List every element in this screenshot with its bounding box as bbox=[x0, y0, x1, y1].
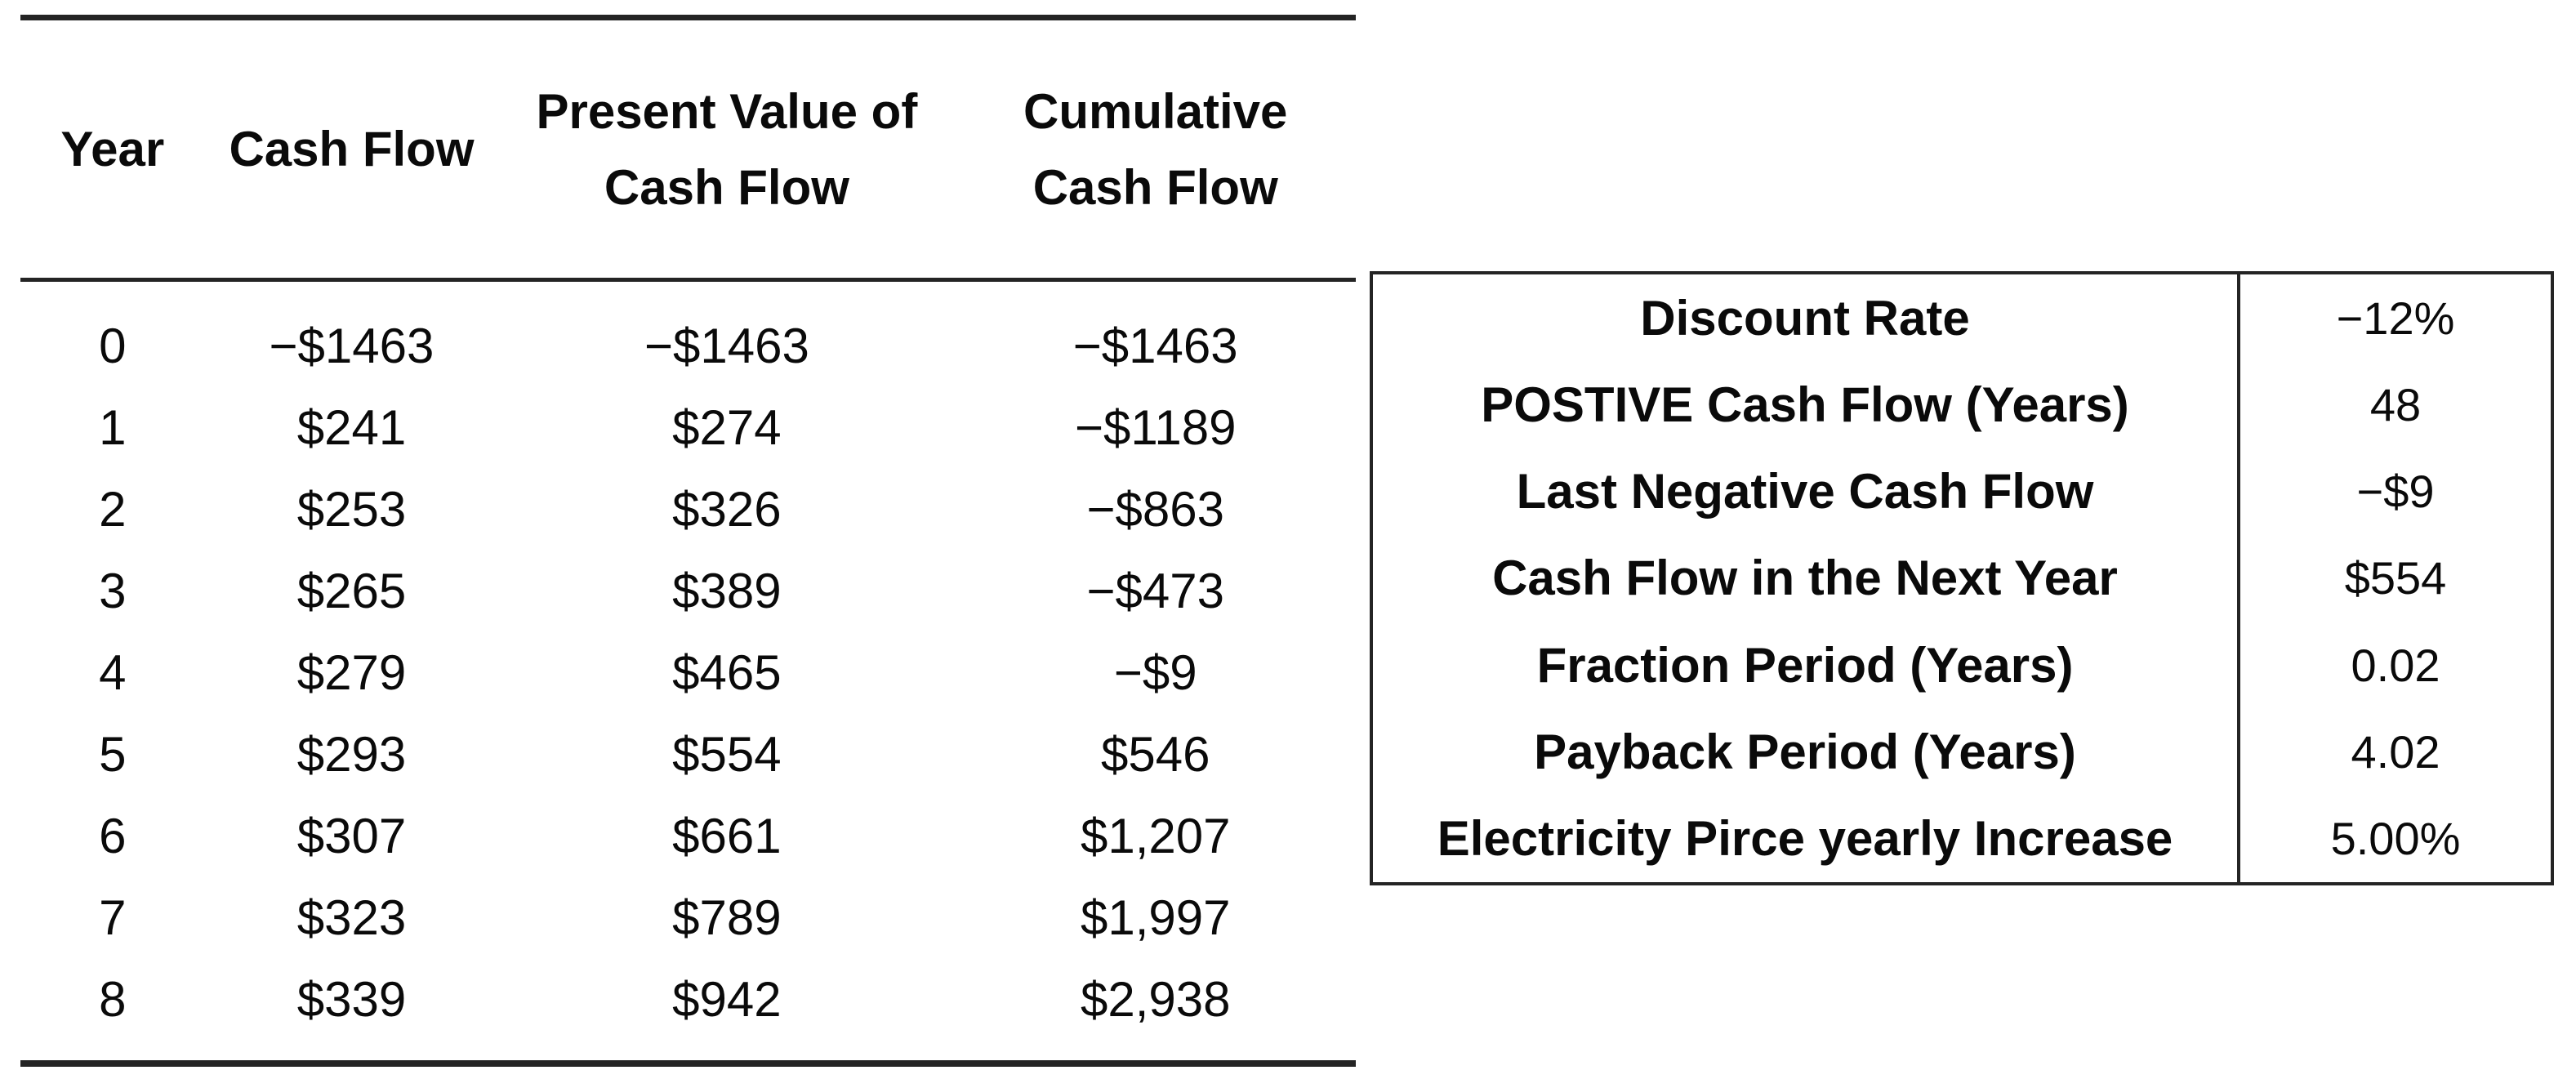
cashflow-table-row: 2 $253 $326 −$863 bbox=[20, 468, 1356, 550]
summary-label: Last Negative Cash Flow bbox=[1516, 464, 2094, 519]
cashflow-table-row: 1 $241 $274 −$1189 bbox=[20, 386, 1356, 468]
cashflow-cell: $546 bbox=[1100, 726, 1210, 782]
cashflow-cell: $789 bbox=[672, 890, 782, 945]
cashflow-cell: −$1463 bbox=[1072, 318, 1238, 373]
cashflow-cell: 3 bbox=[99, 563, 127, 618]
cashflow-cell: $465 bbox=[672, 644, 782, 700]
summary-value: 0.02 bbox=[2237, 622, 2551, 709]
summary-label: Electricity Pirce yearly Increase bbox=[1437, 811, 2173, 867]
cashflow-cell: 2 bbox=[99, 481, 127, 537]
summary-row: Discount Rate −12% bbox=[1373, 274, 2551, 362]
summary-row: Fraction Period (Years) 0.02 bbox=[1373, 622, 2551, 709]
cashflow-table-row: 7 $323 $789 $1,997 bbox=[20, 876, 1356, 958]
cashflow-cell: 6 bbox=[99, 808, 127, 863]
cashflow-cell: $1,997 bbox=[1080, 890, 1231, 945]
cashflow-cell: $265 bbox=[296, 563, 407, 618]
cashflow-cell: $661 bbox=[672, 808, 782, 863]
summary-row: Payback Period (Years) 4.02 bbox=[1373, 708, 2551, 796]
cashflow-cell: $554 bbox=[672, 726, 782, 782]
summary-value: $554 bbox=[2237, 534, 2551, 622]
summary-row: Cash Flow in the Next Year $554 bbox=[1373, 534, 2551, 622]
summary-value: −$9 bbox=[2237, 448, 2551, 535]
cashflow-cell: −$863 bbox=[1086, 481, 1224, 537]
cashflow-cell: $2,938 bbox=[1080, 971, 1231, 1027]
summary-row: Electricity Pirce yearly Increase 5.00% bbox=[1373, 795, 2551, 882]
cashflow-cell: $274 bbox=[672, 399, 782, 455]
summary-row: Last Negative Cash Flow −$9 bbox=[1373, 448, 2551, 535]
cashflow-table-row: 8 $339 $942 $2,938 bbox=[20, 958, 1356, 1040]
cashflow-cell: 8 bbox=[99, 971, 127, 1027]
cashflow-cell: 7 bbox=[99, 890, 127, 945]
summary-value: 5.00% bbox=[2237, 795, 2551, 882]
cashflow-cell: −$1463 bbox=[644, 318, 809, 373]
cashflow-cell: $326 bbox=[672, 481, 782, 537]
cashflow-cell: $1,207 bbox=[1080, 808, 1231, 863]
cashflow-cell: $389 bbox=[672, 563, 782, 618]
cashflow-cell: 4 bbox=[99, 644, 127, 700]
summary-row: POSTIVE Cash Flow (Years) 48 bbox=[1373, 361, 2551, 448]
cashflow-cell: 5 bbox=[99, 726, 127, 782]
summary-label: POSTIVE Cash Flow (Years) bbox=[1481, 377, 2129, 432]
summary-value: 4.02 bbox=[2237, 708, 2551, 796]
summary-label: Payback Period (Years) bbox=[1534, 725, 2076, 780]
cashflow-cell: 1 bbox=[99, 399, 127, 455]
table-header-rule bbox=[20, 278, 1356, 282]
column-header-cash-flow: Cash Flow bbox=[229, 122, 475, 176]
cashflow-table-row: 4 $279 $465 −$9 bbox=[20, 631, 1356, 713]
cashflow-cell: $279 bbox=[296, 644, 407, 700]
table-top-rule bbox=[20, 15, 1356, 20]
summary-label: Discount Rate bbox=[1640, 290, 1970, 346]
cashflow-table-row: 5 $293 $554 $546 bbox=[20, 713, 1356, 795]
cashflow-table-row: 3 $265 $389 −$473 bbox=[20, 550, 1356, 631]
cashflow-table-header: Year Cash Flow Present Value of Cash Flo… bbox=[20, 20, 1356, 278]
cashflow-cell: $323 bbox=[296, 890, 407, 945]
cashflow-cell: $293 bbox=[296, 726, 407, 782]
column-header-cumulative: Cumulative Cash Flow bbox=[1023, 83, 1288, 215]
cashflow-cell: −$473 bbox=[1086, 563, 1224, 618]
cashflow-table-body: 0 −$1463 −$1463 −$1463 1 $241 $274 −$1189 2 $253 $… bbox=[20, 282, 1356, 1060]
summary-label: Cash Flow in the Next Year bbox=[1492, 551, 2118, 606]
cashflow-cell: $253 bbox=[296, 481, 407, 537]
cashflow-cell: $307 bbox=[296, 808, 407, 863]
summary-label: Fraction Period (Years) bbox=[1536, 637, 2074, 693]
cashflow-cell: −$1189 bbox=[1075, 399, 1237, 455]
column-header-present-value: Present Value of Cash Flow bbox=[536, 83, 918, 215]
cashflow-cell: −$9 bbox=[1113, 644, 1197, 700]
cashflow-table-row: 6 $307 $661 $1,207 bbox=[20, 795, 1356, 876]
cashflow-cell: 0 bbox=[99, 318, 127, 373]
cashflow-cell: −$1463 bbox=[269, 318, 435, 373]
cashflow-cell: $241 bbox=[296, 399, 407, 455]
summary-value: −12% bbox=[2237, 274, 2551, 362]
cashflow-table-row: 0 −$1463 −$1463 −$1463 bbox=[20, 305, 1356, 386]
cashflow-cell: $339 bbox=[296, 971, 407, 1027]
cashflow-table: Year Cash Flow Present Value of Cash Flo… bbox=[20, 15, 1356, 1067]
summary-table: Discount Rate −12% POSTIVE Cash Flow (Year… bbox=[1370, 271, 2554, 885]
cashflow-cell: $942 bbox=[672, 971, 782, 1027]
summary-value: 48 bbox=[2237, 361, 2551, 448]
table-bottom-rule bbox=[20, 1060, 1356, 1067]
column-header-year: Year bbox=[60, 122, 165, 176]
